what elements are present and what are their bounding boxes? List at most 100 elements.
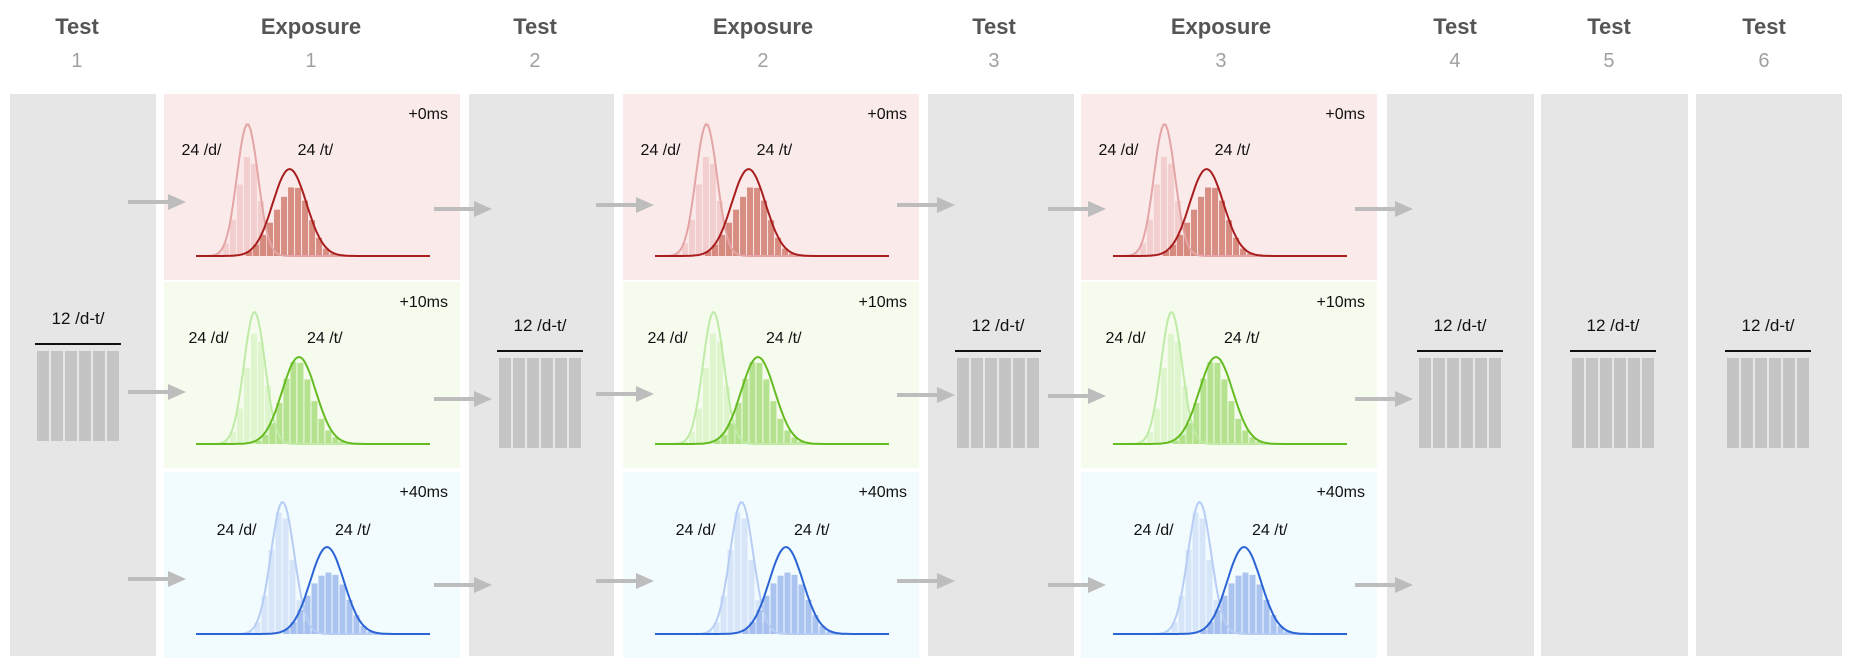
d-histogram-bar — [1181, 385, 1188, 444]
t-histogram-bar — [290, 362, 297, 444]
d-histogram-bar — [748, 559, 755, 634]
d-histogram-bar — [1167, 163, 1174, 256]
column-header-title: Exposure — [260, 14, 362, 39]
t-histogram-bar — [784, 572, 791, 634]
exposure-panel-2-+0ms: +0ms 24 /d/24 /t/ — [623, 94, 919, 280]
t-histogram-bar — [267, 222, 274, 256]
d-histogram-bar — [215, 253, 222, 256]
arrow-head — [1395, 201, 1413, 217]
d-histogram-bar — [1178, 595, 1185, 634]
d-histogram-bar — [243, 367, 250, 444]
d-histogram-bar — [257, 341, 264, 444]
t-histogram-bar — [777, 418, 784, 444]
t-histogram-bar — [332, 437, 339, 444]
t-histogram-bar — [714, 440, 721, 444]
t-histogram-bar — [1191, 209, 1198, 256]
test-block-bar — [51, 351, 63, 441]
t-histogram-bar — [749, 622, 756, 634]
distribution-plot — [1113, 501, 1347, 635]
test-block-bar — [1642, 358, 1654, 448]
test-block-bar — [1628, 358, 1640, 448]
column-header-8: Test 5 — [1587, 14, 1631, 72]
t-histogram-bar — [728, 423, 735, 444]
column-header-title: Test — [513, 14, 557, 39]
flow-arrow — [1355, 577, 1413, 593]
test-block-bars — [1727, 358, 1809, 448]
t-histogram-bar — [323, 248, 330, 256]
test-block-label: 12 /d-t/ — [1433, 316, 1487, 335]
test-block-bar — [971, 358, 983, 448]
test-block-bar — [1013, 358, 1025, 448]
t-histogram-bar — [1249, 574, 1256, 634]
t-curve — [196, 167, 430, 257]
d-histogram-bar — [282, 518, 289, 634]
d-histogram-bar — [1164, 631, 1171, 634]
column-header-2: Exposure 1 — [261, 14, 361, 72]
distribution-plot — [655, 310, 889, 445]
arrow-head — [1088, 577, 1106, 593]
d-histogram-bar — [243, 157, 250, 256]
t-histogram-bar — [1228, 583, 1235, 634]
t-histogram-bar — [297, 610, 304, 634]
test-block-3: 12 /d-t/ — [955, 316, 1041, 448]
t-histogram-bar — [798, 441, 805, 444]
t-histogram-bar — [1200, 629, 1207, 634]
flow-arrow — [596, 386, 654, 402]
t-histogram-bar — [1214, 362, 1221, 444]
d-histogram-bar — [713, 622, 720, 634]
flow-arrow — [897, 573, 955, 589]
test-block-rule — [497, 350, 583, 352]
flow-arrow — [1048, 201, 1106, 217]
distribution-plot — [1113, 310, 1347, 445]
test-block-bar — [1600, 358, 1612, 448]
d-histogram-bar — [741, 518, 748, 634]
test-block-bar — [555, 358, 567, 448]
d-histogram-bar — [257, 201, 264, 256]
t-curve — [1113, 355, 1347, 445]
column-header-9: Test 6 — [1742, 14, 1786, 72]
t-histogram-bar — [719, 234, 726, 256]
d-histogram-bar — [229, 219, 236, 256]
test-block-1: 12 /d-t/ — [35, 309, 121, 441]
t-histogram-bar — [726, 222, 733, 256]
column-header-number: 5 — [1603, 50, 1615, 72]
column-header-number: 2 — [757, 50, 769, 72]
t-category-label: 24 /t/ — [306, 330, 343, 347]
t-histogram-bar — [1235, 418, 1242, 444]
t-histogram-bar — [325, 572, 332, 634]
condition-offset-label: +40ms — [858, 484, 907, 501]
t-category-label: 24 /t/ — [1214, 142, 1251, 159]
test-block-label: 12 /d-t/ — [51, 309, 105, 328]
test-block-rule — [35, 343, 121, 345]
t-histogram-bar — [1179, 435, 1186, 444]
t-curve — [196, 355, 430, 445]
t-category-label: 24 /t/ — [756, 142, 793, 159]
t-histogram-bar — [281, 196, 288, 256]
arrow-head — [1088, 388, 1106, 404]
test-block-bar — [1475, 358, 1487, 448]
d-histogram-bar — [275, 512, 282, 634]
arrow-head — [474, 577, 492, 593]
t-histogram-bar — [311, 401, 318, 444]
distribution-plot — [196, 310, 430, 445]
test-block-bar — [541, 358, 553, 448]
test-block-bar — [1783, 358, 1795, 448]
t-histogram-bar — [740, 196, 747, 256]
d-histogram-bar — [1153, 408, 1160, 444]
t-curve — [1113, 167, 1347, 257]
t-histogram-bar — [260, 234, 267, 256]
t-histogram-bar — [1186, 423, 1193, 444]
column-header-1: Test 1 — [55, 14, 99, 72]
t-histogram-bar — [246, 251, 253, 256]
condition-offset-label: +0ms — [408, 106, 448, 123]
d-histogram-bar — [1192, 512, 1199, 634]
flow-arrow — [434, 577, 492, 593]
test-block-label: 12 /d-t/ — [1741, 316, 1795, 335]
d-histogram-bar — [674, 253, 681, 256]
test-block-bar — [37, 351, 49, 441]
t-histogram-bar — [295, 187, 302, 256]
t-histogram-bar — [1249, 437, 1256, 444]
t-histogram-bar — [1214, 610, 1221, 634]
d-histogram-bar — [688, 219, 695, 256]
d-histogram-bar — [716, 201, 723, 256]
